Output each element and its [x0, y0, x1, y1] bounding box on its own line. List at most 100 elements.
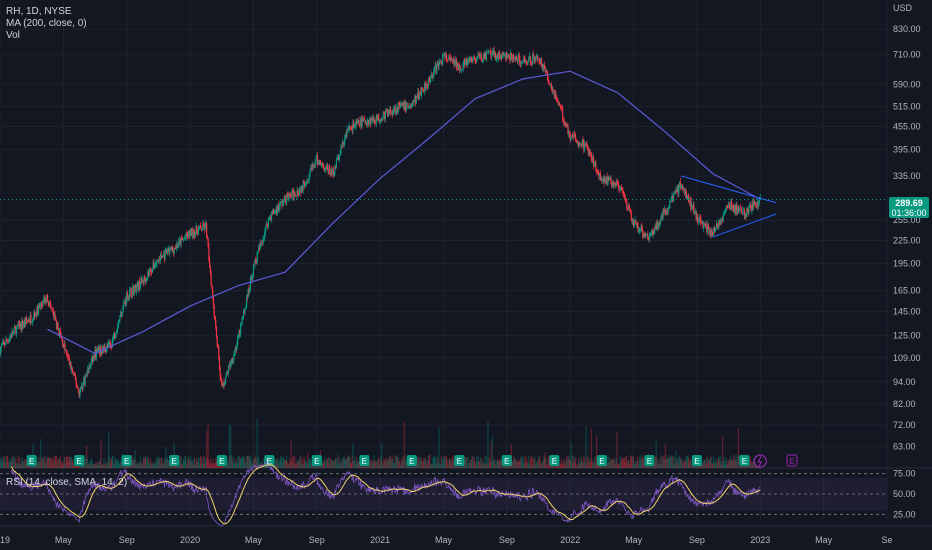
candle-body [568, 131, 570, 135]
candle-body [716, 223, 718, 225]
candle-body [118, 320, 120, 323]
volume-bar [178, 459, 181, 468]
candle-body [120, 312, 122, 316]
candle-body [491, 54, 493, 57]
volume-bar [335, 457, 337, 468]
volume-bar [439, 463, 441, 468]
candle-body [746, 208, 748, 217]
volume-legend[interactable]: Vol [6, 30, 20, 41]
volume-bar [588, 457, 590, 468]
volume-bar [129, 464, 132, 468]
candle-body [230, 358, 233, 365]
candle-body [303, 179, 305, 183]
volume-bar [731, 460, 733, 468]
candle-body [342, 141, 344, 145]
volume-bar [213, 463, 215, 468]
volume-bar [36, 461, 38, 468]
volume-bar [291, 462, 293, 468]
candle-body [537, 56, 539, 60]
candle-body [734, 204, 736, 213]
candle-body [395, 111, 397, 114]
volume-bar [424, 457, 426, 468]
ma-legend[interactable]: MA (200, close, 0) [6, 18, 87, 29]
volume-bar [97, 463, 99, 468]
volume-bar [654, 456, 657, 468]
volume-bar [598, 464, 600, 468]
candle-body [742, 209, 744, 215]
volume-bar [70, 459, 72, 468]
candle-body [379, 120, 381, 122]
volume-bar [464, 456, 466, 468]
candle-body [530, 61, 532, 63]
price-axis[interactable]: 830.00710.00590.00515.00455.00395.00335.… [893, 3, 921, 519]
candle-body [740, 208, 743, 213]
candle-body [736, 205, 738, 214]
volume-bar [587, 461, 589, 468]
candle-body [553, 88, 555, 92]
candle-body [106, 344, 108, 349]
candle-body [22, 324, 24, 327]
triangle-trendlines[interactable] [680, 175, 777, 238]
volume-bar [238, 455, 240, 468]
volume-bar [166, 459, 168, 468]
candle-body [160, 254, 162, 261]
symbol-legend[interactable]: RH, 1D, NYSE [6, 6, 72, 17]
candle-body [482, 61, 484, 62]
volume-bar [589, 462, 592, 468]
candle-body [341, 147, 343, 149]
candle-body [3, 342, 6, 345]
candle-body [177, 245, 179, 248]
volume-bar [369, 460, 371, 468]
candle-body [456, 62, 458, 68]
candle-body [729, 205, 731, 210]
candle-body [209, 267, 212, 275]
candle-body [585, 143, 587, 146]
volume-bar [589, 460, 591, 468]
candlesticks[interactable] [0, 46, 761, 400]
volume-bar [242, 456, 244, 468]
volume-bar [215, 461, 218, 468]
candle-body [620, 187, 623, 190]
volume-bar [101, 464, 104, 468]
candle-body [205, 223, 207, 225]
earnings-badge [596, 455, 607, 466]
time-axis[interactable]: 2019MaySep2020MaySep2021MaySep2022MaySep… [0, 535, 893, 545]
candle-body [689, 198, 691, 203]
volume-bar [13, 456, 15, 468]
candle-body [350, 127, 353, 129]
candle-body [70, 362, 72, 371]
volume-bar [404, 455, 406, 468]
candle-body [506, 51, 508, 59]
earnings-badge-label: E [29, 457, 34, 466]
rsi-legend[interactable]: RSI (14, close, SMA, 14, 2) [6, 477, 128, 488]
volume-bar [200, 457, 202, 468]
candle-body [642, 229, 644, 236]
candle-body [511, 57, 513, 59]
volume-bar [519, 460, 521, 468]
candle-body [142, 280, 144, 283]
candle-body [543, 65, 546, 68]
candle-body [700, 222, 703, 224]
volume-bar [593, 456, 595, 468]
candle-body [49, 302, 52, 307]
candle-body [526, 62, 528, 65]
candle-body [93, 355, 95, 358]
candle-body [279, 201, 282, 203]
price-tick-label: 335.00 [893, 171, 921, 181]
candle-body [621, 189, 623, 191]
candle-body [719, 220, 721, 225]
volume-bar [715, 464, 718, 468]
volume-bar [737, 428, 740, 468]
candle-body [431, 74, 433, 78]
candle-body [309, 172, 311, 174]
volume-bar [285, 459, 287, 468]
candle-body [324, 169, 326, 171]
candle-body [56, 322, 58, 330]
candle-body [313, 166, 316, 168]
volume-bar [690, 458, 692, 468]
candle-body [26, 320, 28, 322]
candle-body [531, 54, 534, 64]
candle-body [50, 306, 52, 309]
